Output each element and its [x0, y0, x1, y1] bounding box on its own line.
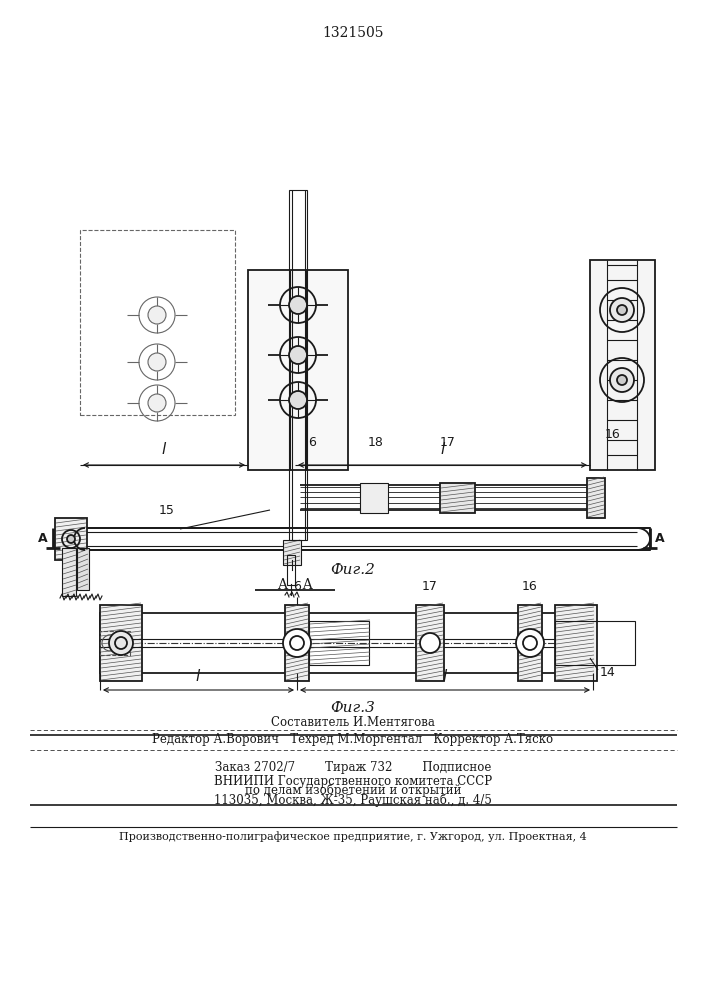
Circle shape [289, 296, 307, 314]
Text: 16: 16 [605, 428, 621, 442]
Bar [77, 548, 89, 590]
Circle shape [148, 394, 166, 412]
Text: Фиг.3: Фиг.3 [331, 701, 375, 715]
Bar [289, 190, 307, 540]
Text: l: l [441, 442, 445, 457]
Text: Заказ 2702/7        Тираж 732        Подписное: Заказ 2702/7 Тираж 732 Подписное [215, 760, 491, 774]
Text: 16: 16 [522, 580, 538, 593]
Bar [283, 540, 301, 565]
Text: по делам изобретений и открытий: по делам изобретений и открытий [245, 783, 461, 797]
Text: 6: 6 [308, 436, 316, 448]
Circle shape [148, 306, 166, 324]
Text: 14: 14 [600, 666, 616, 678]
Text: 1321505: 1321505 [322, 26, 384, 40]
Text: A: A [38, 532, 48, 544]
Bar [62, 548, 76, 596]
Bar [440, 483, 475, 513]
Bar [287, 555, 295, 585]
Bar [590, 260, 655, 470]
Circle shape [617, 305, 627, 315]
Bar [80, 230, 235, 415]
Bar [55, 518, 87, 560]
Circle shape [610, 298, 634, 322]
Circle shape [516, 629, 544, 657]
Bar [100, 613, 595, 673]
Bar [309, 621, 369, 665]
Circle shape [109, 631, 133, 655]
Circle shape [289, 346, 307, 364]
Bar [100, 605, 142, 681]
Text: Производственно-полиграфическое предприятие, г. Ужгород, ул. Проектная, 4: Производственно-полиграфическое предприя… [119, 832, 587, 842]
Bar [60, 528, 650, 550]
Text: 18: 18 [368, 436, 384, 448]
Text: l: l [162, 442, 166, 457]
Text: l: l [196, 669, 200, 684]
Text: 15: 15 [159, 504, 175, 516]
Text: ВНИИПИ Государственного комитета СССР: ВНИИПИ Государственного комитета СССР [214, 774, 492, 788]
Text: A – A: A – A [277, 578, 313, 592]
Text: 6: 6 [293, 580, 301, 593]
Text: 17: 17 [422, 580, 438, 593]
Bar [518, 605, 542, 681]
Text: A: A [655, 532, 665, 544]
Bar [285, 605, 309, 681]
Circle shape [610, 368, 634, 392]
Bar [555, 605, 597, 681]
Circle shape [420, 633, 440, 653]
Bar [100, 631, 130, 655]
Text: l: l [443, 669, 447, 684]
Bar [360, 483, 388, 513]
Text: Составитель И.Ментягова: Составитель И.Ментягова [271, 716, 435, 728]
Bar [416, 605, 444, 681]
Text: 113035, Москва, Ж-35, Раушская наб., д. 4/5: 113035, Москва, Ж-35, Раушская наб., д. … [214, 793, 492, 807]
Circle shape [283, 629, 311, 657]
Bar [248, 270, 348, 470]
Bar [587, 478, 605, 518]
Circle shape [67, 535, 75, 543]
Circle shape [289, 391, 307, 409]
Circle shape [617, 375, 627, 385]
Text: Фиг.2: Фиг.2 [331, 563, 375, 577]
Bar [555, 621, 635, 665]
Text: 17: 17 [440, 436, 456, 448]
Circle shape [148, 353, 166, 371]
Text: Редактор А.Ворович   Техред М.Моргентал   Корректор А.Тяско: Редактор А.Ворович Техред М.Моргентал Ко… [153, 734, 554, 746]
